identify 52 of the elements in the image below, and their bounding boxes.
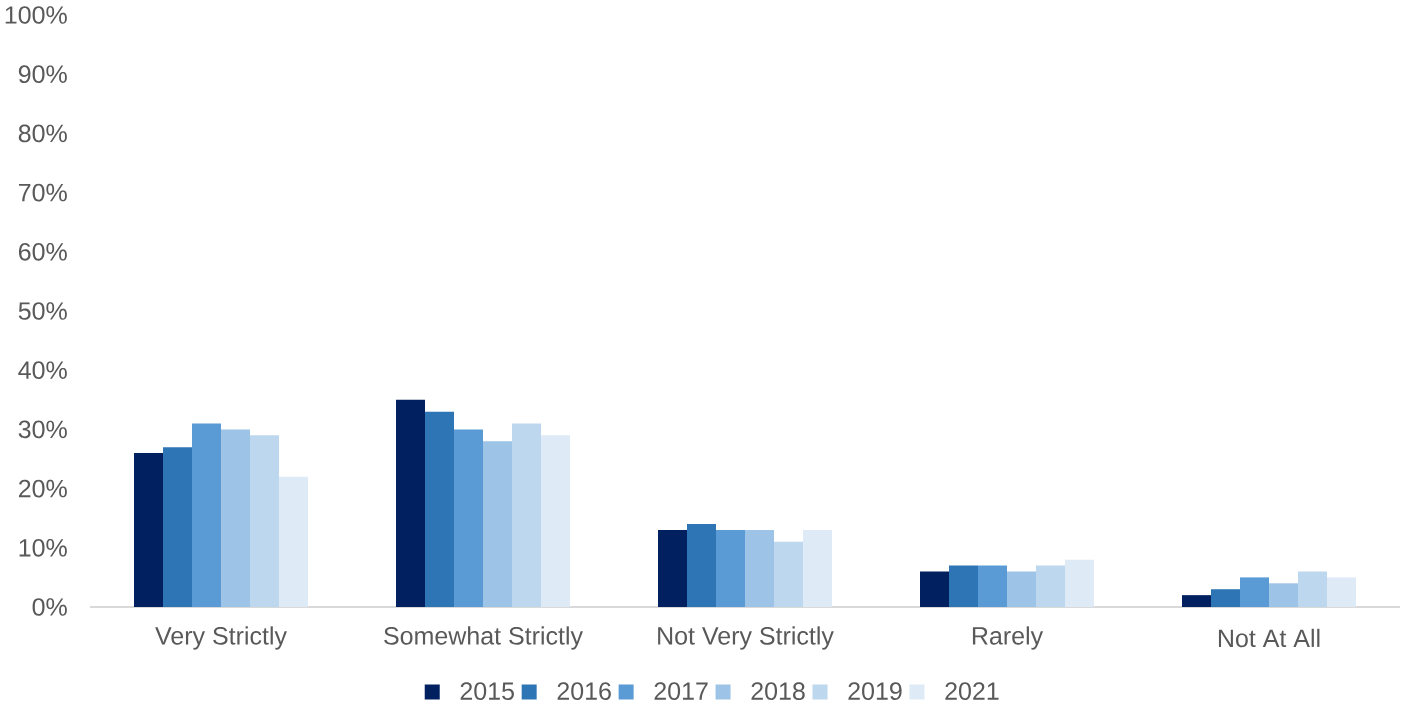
bar	[774, 541, 804, 607]
y-tick-label: 100%	[5, 6, 67, 24]
x-tick-label: Not Very Strictly	[658, 626, 834, 650]
bar	[425, 411, 455, 607]
y-tick-label: 50%	[18, 302, 67, 320]
y-tick-label: 80%	[18, 124, 67, 143]
bar	[483, 441, 513, 607]
y-tick-label: 20%	[18, 479, 67, 498]
bar	[716, 530, 746, 607]
bar	[1036, 565, 1066, 607]
bar	[279, 476, 309, 607]
bar	[512, 423, 542, 607]
bar	[920, 571, 950, 607]
bar	[1182, 595, 1212, 607]
x-tick-label: Not At All	[1218, 628, 1320, 648]
legend-label: 2015	[460, 682, 514, 700]
y-tick-label: 60%	[18, 242, 67, 261]
bar	[658, 530, 688, 607]
y-tick-label: 70%	[18, 183, 67, 202]
y-tick-label: 40%	[18, 361, 67, 380]
bar	[221, 429, 251, 607]
x-tick-label: Rarely	[972, 626, 1044, 650]
y-tick-label: 0%	[32, 598, 67, 616]
y-tick-label: 10%	[19, 538, 67, 557]
x-tick-label: Very Strictly	[155, 626, 287, 650]
bar	[949, 565, 978, 607]
y-tick-label: 90%	[18, 65, 67, 84]
bar	[1327, 577, 1356, 607]
bar	[978, 565, 1008, 607]
bar	[192, 423, 222, 607]
bar	[745, 530, 775, 607]
legend-label: 2018	[751, 682, 805, 700]
bar	[1269, 583, 1299, 607]
legend-label: 2019	[848, 682, 902, 700]
bar	[1211, 589, 1240, 607]
bar	[803, 530, 833, 607]
bar	[1065, 559, 1094, 607]
bar	[250, 435, 280, 607]
bar	[163, 447, 193, 607]
bar	[134, 453, 164, 607]
bar	[541, 435, 571, 607]
bar	[1240, 577, 1269, 607]
bar	[1298, 571, 1328, 607]
bar	[687, 524, 717, 607]
legend-label: 2017	[654, 682, 708, 700]
bar	[1007, 571, 1037, 607]
legend-label: 2016	[557, 682, 611, 700]
bar	[396, 399, 426, 607]
y-tick-label: 30%	[18, 420, 67, 439]
x-tick-label: Somewhat Strictly	[384, 626, 583, 650]
legend-label: 2021	[945, 682, 999, 700]
bar	[454, 429, 484, 607]
